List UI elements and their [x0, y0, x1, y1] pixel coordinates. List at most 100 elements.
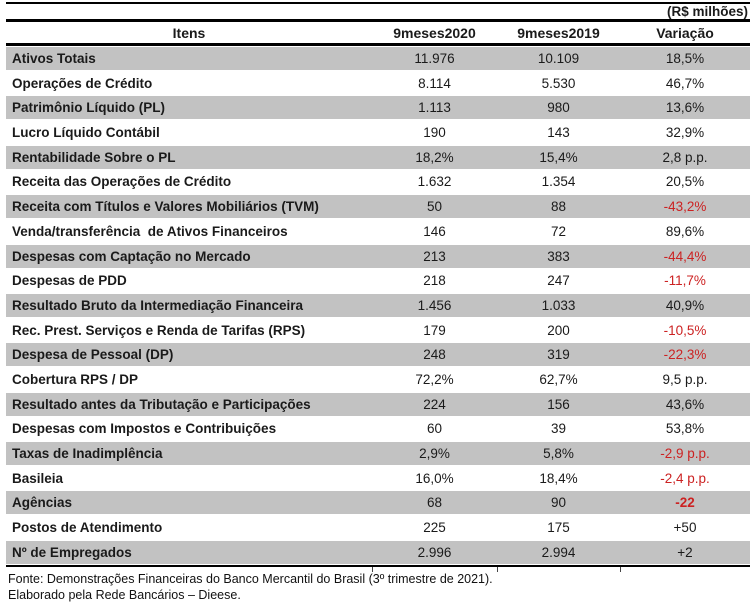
header-bottom-rule — [6, 43, 750, 46]
table-row: Agências 68 90 -22 — [6, 491, 750, 515]
value-variation: 13,6% — [665, 100, 705, 116]
value-9meses2020: 1.632 — [417, 174, 452, 190]
column-boundary-tick — [497, 567, 498, 573]
value-variation: 53,8% — [665, 421, 705, 437]
table-row: Nº de Empregados 2.996 2.994 +2 — [6, 540, 750, 564]
value-9meses2020: 16,0% — [415, 470, 454, 486]
row-label: Patrimônio Líquido (PL) — [12, 100, 165, 116]
column-header-9meses2019: 9meses2019 — [517, 24, 600, 41]
table-row: Receita com Títulos e Valores Mobiliário… — [6, 195, 750, 219]
value-variation: -2,9 p.p. — [660, 446, 710, 461]
row-label: Resultado Bruto da Intermediação Finance… — [12, 297, 304, 313]
value-9meses2020: 190 — [423, 125, 446, 141]
value-9meses2019: 1.354 — [541, 174, 576, 190]
value-variation: -11,7% — [664, 273, 706, 289]
value-9meses2019: 1.033 — [541, 297, 576, 313]
value-9meses2020: 60 — [426, 421, 443, 437]
value-9meses2020: 68 — [426, 495, 443, 511]
table-header-row: Itens 9meses2020 9meses2019 Variação — [6, 22, 750, 43]
row-label: Receita das Operações de Crédito — [12, 174, 232, 190]
row-label: Nº de Empregados — [12, 544, 132, 560]
table-row: Venda/transferência de Ativos Financeiro… — [6, 220, 750, 243]
column-header-9meses2020: 9meses2020 — [393, 24, 476, 41]
results-table: (R$ milhões) Itens 9meses2020 9meses2019… — [6, 0, 750, 603]
row-label: Lucro Líquido Contábil — [12, 125, 160, 141]
credit-note: Elaborado pela Rede Bancários – Dieese. — [8, 588, 241, 603]
value-9meses2019: 319 — [547, 347, 570, 363]
row-label: Rentabilidade Sobre o PL — [12, 149, 176, 165]
table-row: Postos de Atendimento 225 175 +50 — [6, 516, 750, 539]
value-9meses2020: 1.456 — [417, 297, 452, 313]
value-9meses2019: 5.530 — [541, 75, 576, 91]
table-row: Resultado antes da Tributação e Particip… — [6, 392, 750, 416]
value-9meses2019: 39 — [550, 421, 567, 437]
row-label: Cobertura RPS / DP — [12, 371, 139, 387]
table-row: Operações de Crédito 8.114 5.530 46,7% — [6, 72, 750, 95]
value-9meses2019: 72 — [550, 223, 567, 239]
table-row: Ativos Totais 11.976 10.109 18,5% — [6, 47, 750, 70]
table-row: Patrimônio Líquido (PL) 1.113 980 13,6% — [6, 96, 750, 120]
value-variation: -44,4% — [663, 248, 707, 264]
source-note: Fonte: Demonstrações Financeiras do Banc… — [8, 572, 493, 587]
value-variation: 9,5 p.p. — [662, 371, 708, 387]
value-variation: 18,5% — [665, 51, 705, 66]
row-label: Ativos Totais — [12, 51, 96, 66]
value-9meses2020: 248 — [423, 347, 446, 363]
table-row: Rentabilidade Sobre o PL 18,2% 15,4% 2,8 p.… — [6, 145, 750, 169]
value-9meses2019: 383 — [547, 248, 570, 264]
table-row: Rec. Prest. Serviços e Renda de Tarifas … — [6, 319, 750, 342]
value-variation: -2,4 p.p. — [660, 470, 710, 486]
value-variation: 40,9% — [665, 297, 705, 313]
unit-label: (R$ milhões) — [666, 4, 748, 19]
table-row: Despesas de PDD 218 247 -11,7% — [6, 269, 750, 292]
value-9meses2020: 218 — [423, 273, 446, 289]
bottom-rule — [6, 565, 750, 573]
column-boundary-tick — [620, 567, 621, 573]
row-label: Taxas de Inadimplência — [12, 446, 163, 461]
value-variation: -10,5% — [663, 322, 707, 338]
header-top-rule — [6, 19, 750, 22]
value-variation: -22,3% — [663, 347, 707, 363]
row-label: Despesas de PDD — [12, 273, 127, 289]
value-9meses2020: 1.113 — [418, 100, 451, 116]
row-label: Agências — [12, 495, 73, 511]
value-9meses2020: 2,9% — [419, 446, 450, 461]
value-9meses2020: 179 — [423, 322, 446, 338]
value-9meses2019: 5,8% — [543, 446, 574, 461]
table-row: Despesa de Pessoal (DP) 248 319 -22,3% — [6, 343, 750, 367]
table-footnotes: Fonte: Demonstrações Financeiras do Banc… — [6, 571, 750, 603]
table-row: Lucro Líquido Contábil 190 143 32,9% — [6, 121, 750, 144]
value-9meses2020: 225 — [423, 520, 446, 536]
row-label: Basileia — [12, 470, 64, 486]
table-row: Taxas de Inadimplência 2,9% 5,8% -2,9 p.p. — [6, 442, 750, 465]
value-9meses2020: 8.114 — [418, 75, 451, 91]
value-variation: -22 — [675, 495, 695, 511]
value-9meses2020: 11.976 — [414, 51, 455, 66]
row-label: Resultado antes da Tributação e Particip… — [12, 396, 311, 412]
table-row: Despesas com Impostos e Contribuições 60 3… — [6, 417, 750, 440]
value-9meses2019: 15,4% — [539, 149, 578, 165]
row-label: Despesa de Pessoal (DP) — [12, 347, 174, 363]
value-9meses2020: 72,2% — [415, 371, 454, 387]
value-variation: 20,5% — [665, 174, 705, 190]
table-row: Resultado Bruto da Intermediação Finance… — [6, 293, 750, 317]
value-9meses2019: 156 — [547, 396, 570, 412]
value-9meses2019: 143 — [547, 125, 570, 141]
column-header-variacao: Variação — [656, 24, 714, 41]
column-boundary-tick — [372, 567, 373, 573]
value-variation: +50 — [673, 520, 697, 536]
value-9meses2019: 247 — [547, 273, 570, 289]
row-label: Venda/transferência de Ativos Financeiro… — [12, 223, 288, 239]
value-9meses2019: 200 — [547, 322, 570, 338]
value-9meses2020: 18,2% — [415, 149, 454, 165]
row-label: Receita com Títulos e Valores Mobiliário… — [12, 199, 319, 215]
value-9meses2019: 90 — [550, 495, 567, 511]
table-row: Despesas com Captação no Mercado 213 383 -4… — [6, 244, 750, 268]
value-variation: 43,6% — [665, 396, 705, 412]
row-label: Rec. Prest. Serviços e Renda de Tarifas … — [12, 322, 306, 338]
value-variation: -43,2% — [663, 199, 707, 215]
value-9meses2019: 10.109 — [537, 51, 580, 66]
value-variation: 89,6% — [665, 223, 705, 239]
value-9meses2019: 175 — [547, 520, 570, 536]
